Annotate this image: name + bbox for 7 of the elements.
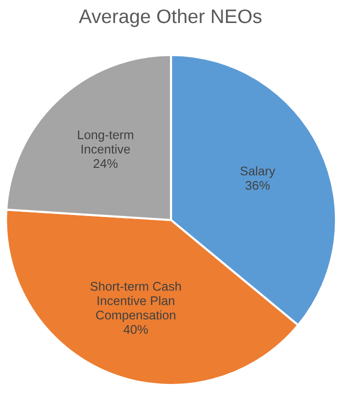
data-label: 36% xyxy=(246,180,270,190)
chart-title: Average Other NEOs xyxy=(78,8,262,28)
slice-label: Long-term Incentive xyxy=(78,130,134,154)
data-label: 40% xyxy=(124,325,148,334)
slice-label: Salary xyxy=(240,166,276,178)
slice-label: Short-term Cash Incentive Plan Compensation xyxy=(90,282,181,322)
data-label: 24% xyxy=(94,159,118,168)
